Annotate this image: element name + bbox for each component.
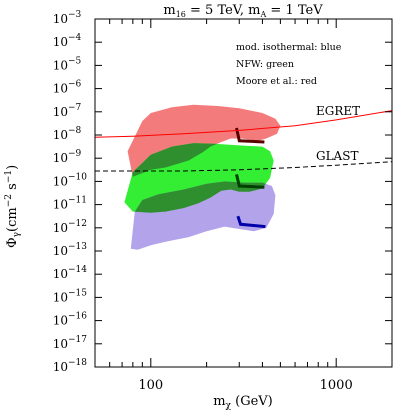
- marker-red-end: [235, 127, 265, 144]
- y-tick-exponent: −12: [68, 219, 87, 229]
- y-tick-exponent: −16: [68, 312, 87, 322]
- y-tick-label: 10: [53, 35, 68, 49]
- y-tick-exponent: −6: [68, 80, 82, 90]
- marker-lines: [235, 127, 266, 229]
- x-tick-label: 100: [138, 378, 163, 393]
- y-tick-label: 10: [53, 58, 68, 72]
- x-tick-label: 1000: [320, 378, 353, 393]
- y-tick-exponent: −4: [68, 33, 82, 43]
- x-tick-labels: 100 1000: [138, 378, 352, 393]
- line-glast: [95, 161, 392, 172]
- y-tick-labels: 10−310−410−510−610−710−810−910−1010−1110…: [53, 10, 88, 374]
- egret-label: EGRET: [316, 104, 360, 118]
- y-tick-exponent: −14: [68, 265, 87, 275]
- legend-line-green: NFW: green: [236, 59, 294, 70]
- marker-blue-end: [236, 215, 266, 229]
- y-tick-label: 10: [53, 198, 68, 212]
- y-tick-exponent: −17: [68, 335, 87, 345]
- y-tick-label: 10: [53, 151, 68, 165]
- y-tick-exponent: −18: [68, 358, 87, 368]
- y-tick-exponent: −5: [68, 56, 82, 66]
- y-tick-exponent: −7: [68, 103, 82, 113]
- overlap-blue-green: [130, 181, 274, 213]
- glast-label: GLAST: [316, 149, 358, 163]
- line-egret: [95, 110, 392, 138]
- y-tick-label: 10: [53, 174, 68, 188]
- y-tick-exponent: −13: [68, 242, 87, 252]
- y-tick-exponent: −8: [68, 126, 82, 136]
- y-tick-label: 10: [53, 337, 68, 351]
- legend: mod. isothermal: blue NFW: green Moore e…: [236, 42, 342, 87]
- regions: [124, 104, 281, 250]
- y-tick-label: 10: [53, 290, 68, 304]
- marker-green-end: [235, 174, 265, 189]
- y-tick-label: 10: [53, 314, 68, 328]
- chart-title: m16 = 5 TeV, mA = 1 TeV: [163, 3, 323, 19]
- plot-frame: [94, 18, 393, 368]
- legend-line-blue: mod. isothermal: blue: [236, 42, 342, 53]
- y-tick-exponent: −9: [68, 149, 82, 159]
- legend-line-red: Moore et al.: red: [236, 76, 317, 87]
- overlap-blue-green-group: [130, 181, 274, 213]
- y-axis-label: Φγ(cm−2 s−1): [4, 165, 22, 248]
- axis-ticks: [94, 18, 393, 368]
- y-tick-label: 10: [53, 12, 68, 26]
- sensitivity-lines: [95, 110, 392, 172]
- y-tick-label: 10: [53, 267, 68, 281]
- y-tick-exponent: −10: [68, 172, 87, 182]
- y-tick-exponent: −11: [68, 196, 87, 206]
- plot-content: [95, 104, 392, 250]
- y-tick-label: 10: [53, 128, 68, 142]
- y-tick-label: 10: [53, 360, 68, 374]
- x-axis-label: mχ (GeV): [213, 394, 273, 411]
- y-tick-exponent: −15: [68, 288, 87, 298]
- y-tick-label: 10: [53, 82, 68, 96]
- y-tick-exponent: −3: [68, 10, 82, 20]
- y-tick-label: 10: [53, 244, 68, 258]
- y-tick-label: 10: [53, 105, 68, 119]
- y-tick-label: 10: [53, 221, 68, 235]
